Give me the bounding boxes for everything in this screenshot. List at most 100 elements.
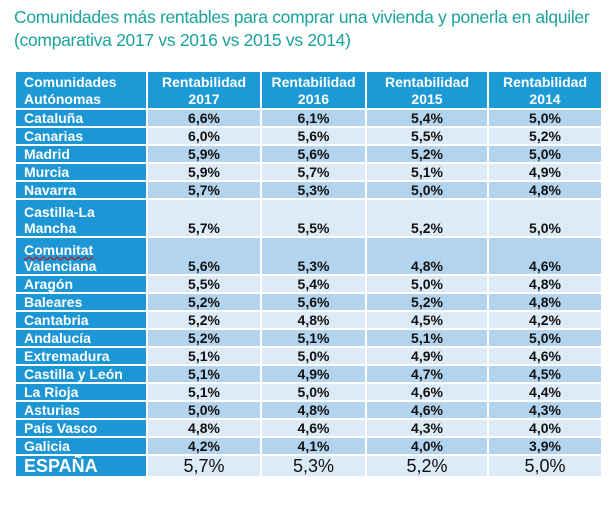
table-row: País Vasco 4,8% 4,6% 4,3% 4,0% [14,418,603,438]
value-2015: 5,5% [365,126,489,146]
value-2016: 5,3% [260,454,367,478]
value-2015: 4,9% [365,346,489,366]
value-2014: 4,5% [487,364,603,384]
value-2017: 6,0% [146,126,262,146]
value-2014: 4,6% [487,346,603,366]
value-2014: 4,8% [487,292,603,312]
region-name: Cantabria [14,310,148,330]
table-row: Galicia 4,2% 4,1% 4,0% 3,9% [14,436,603,456]
region-name: Cataluña [14,108,148,128]
value-2017: 5,1% [146,364,262,384]
value-2017: 5,7% [146,454,262,478]
value-2014: 3,9% [487,436,603,456]
value-2014: 4,4% [487,382,603,402]
value-2017: 5,2% [146,292,262,312]
value-2016: 4,6% [260,418,367,438]
region-name: Castilla-La Mancha [14,198,148,238]
table-row: Aragón 5,5% 5,4% 5,0% 4,8% [14,274,603,294]
value-2016: 5,6% [260,292,367,312]
total-row: ESPAÑA 5,7% 5,3% 5,2% 5,0% [14,454,603,478]
value-2017: 5,1% [146,346,262,366]
table-row: Cantabria 5,2% 4,8% 4,5% 4,2% [14,310,603,330]
region-name: Castilla y León [14,364,148,384]
value-2015: 5,2% [365,144,489,164]
region-name: Baleares [14,292,148,312]
value-2015: 5,1% [365,328,489,348]
region-name: Galicia [14,436,148,456]
value-2016: 5,3% [260,180,367,200]
table-row: Comunitat Valenciana 5,6% 5,3% 4,8% 4,6% [14,236,603,276]
region-name: Canarias [14,126,148,146]
value-2017: 5,7% [146,198,262,238]
value-2016: 5,0% [260,382,367,402]
table-row: Madrid 5,9% 5,6% 5,2% 5,0% [14,144,603,164]
title-line-2: (comparativa 2017 vs 2016 vs 2015 vs 201… [14,30,351,50]
table-row: Baleares 5,2% 5,6% 5,2% 4,8% [14,292,603,312]
value-2015: 4,0% [365,436,489,456]
region-name: Asturias [14,400,148,420]
value-2015: 4,6% [365,382,489,402]
table-row: Canarias 6,0% 5,6% 5,5% 5,2% [14,126,603,146]
header-2017: Rentabilidad 2017 [146,70,262,110]
value-2015: 5,2% [365,292,489,312]
value-2015: 4,6% [365,400,489,420]
region-name: Murcia [14,162,148,182]
value-2014: 5,0% [487,328,603,348]
region-name: Extremadura [14,346,148,366]
value-2017: 5,7% [146,180,262,200]
region-name: País Vasco [14,418,148,438]
table-row: Asturias 5,0% 4,8% 4,6% 4,3% [14,400,603,420]
value-2014: 4,2% [487,310,603,330]
value-2017: 5,9% [146,144,262,164]
value-2016: 4,1% [260,436,367,456]
value-2016: 5,6% [260,144,367,164]
value-2017: 4,8% [146,418,262,438]
value-2014: 5,0% [487,108,603,128]
table-row: Extremadura 5,1% 5,0% 4,9% 4,6% [14,346,603,366]
table-row: Murcia 5,9% 5,7% 5,1% 4,9% [14,162,603,182]
table-row: Andalucía 5,2% 5,1% 5,1% 5,0% [14,328,603,348]
title-line-1: Comunidades más rentables para comprar u… [14,7,590,27]
value-2016: 5,6% [260,126,367,146]
value-2015: 5,1% [365,162,489,182]
region-name: ESPAÑA [14,454,148,478]
document-title[interactable]: Comunidades más rentables para comprar u… [14,6,590,52]
value-2015: 4,8% [365,236,489,276]
value-2017: 5,2% [146,328,262,348]
value-2017: 4,2% [146,436,262,456]
header-comunidades: Comunidades Autónomas [14,70,148,110]
value-2016: 5,7% [260,162,367,182]
header-2014: Rentabilidad 2014 [487,70,603,110]
table-row: Cataluña 6,6% 6,1% 5,4% 5,0% [14,108,603,128]
value-2016: 5,4% [260,274,367,294]
table-row: La Rioja 5,1% 5,0% 4,6% 4,4% [14,382,603,402]
value-2017: 5,5% [146,274,262,294]
value-2014: 4,8% [487,274,603,294]
value-2015: 5,4% [365,108,489,128]
value-2014: 4,6% [487,236,603,276]
table-row: Castilla y León 5,1% 4,9% 4,7% 4,5% [14,364,603,384]
rentabilidad-table: Comunidades Autónomas Rentabilidad 2017 Re… [14,70,603,478]
value-2014: 4,3% [487,400,603,420]
value-2014: 5,0% [487,144,603,164]
value-2014: 4,9% [487,162,603,182]
value-2014: 5,0% [487,454,603,478]
region-name: Madrid [14,144,148,164]
value-2015: 4,3% [365,418,489,438]
header-2016: Rentabilidad 2016 [260,70,367,110]
value-2016: 6,1% [260,108,367,128]
region-name: La Rioja [14,382,148,402]
value-2014: 5,0% [487,198,603,238]
value-2015: 4,7% [365,364,489,384]
value-2016: 5,0% [260,346,367,366]
value-2014: 5,2% [487,126,603,146]
table-row: Navarra 5,7% 5,3% 5,0% 4,8% [14,180,603,200]
value-2014: 4,8% [487,180,603,200]
value-2017: 5,0% [146,400,262,420]
region-name: Andalucía [14,328,148,348]
value-2015: 5,0% [365,274,489,294]
value-2016: 5,3% [260,236,367,276]
header-row: Comunidades Autónomas Rentabilidad 2017 Re… [14,70,603,110]
value-2015: 5,2% [365,198,489,238]
value-2017: 5,1% [146,382,262,402]
